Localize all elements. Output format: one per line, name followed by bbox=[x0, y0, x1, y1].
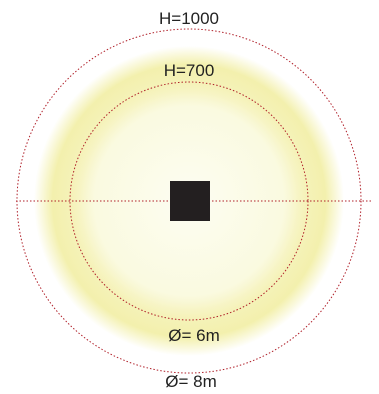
inner-diameter-label: Ø= 6m bbox=[168, 326, 220, 345]
outer-diameter-label: Ø= 8m bbox=[165, 372, 217, 391]
outer-height-label: H=1000 bbox=[159, 9, 219, 28]
inner-height-label: H=700 bbox=[164, 61, 215, 80]
luminaire-square-icon bbox=[170, 181, 210, 221]
